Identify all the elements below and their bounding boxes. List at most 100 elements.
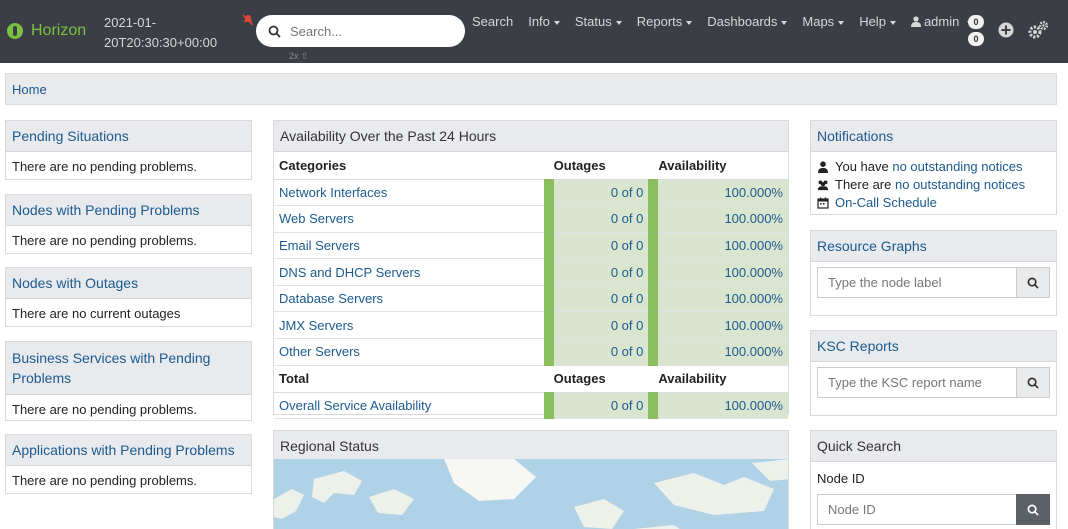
- gears-icon[interactable]: [1027, 20, 1049, 40]
- global-search-box[interactable]: [256, 15, 465, 47]
- header-availability: Availability: [653, 365, 788, 393]
- applications-card: Applications with Pending Problems There…: [5, 434, 252, 494]
- notifications-title[interactable]: Notifications: [811, 121, 1056, 152]
- category-link[interactable]: Network Interfaces: [279, 184, 388, 200]
- regional-map[interactable]: [274, 459, 788, 529]
- table-row: Email Servers 0 of 0 100.000%: [274, 232, 788, 260]
- menu-dashboards[interactable]: Dashboards: [707, 14, 787, 29]
- resource-graphs-title[interactable]: Resource Graphs: [811, 231, 1056, 262]
- ksc-report-input[interactable]: [817, 367, 1017, 398]
- users-icon: [817, 180, 829, 191]
- quick-search-title: Quick Search: [811, 431, 1056, 462]
- outages-cell[interactable]: 0 of 0: [543, 285, 654, 313]
- category-link[interactable]: Web Servers: [279, 211, 354, 227]
- breadcrumb-home[interactable]: Home: [12, 82, 47, 97]
- ksc-reports-search: [817, 367, 1050, 398]
- header-outages: Outages: [548, 152, 654, 180]
- nodes-pending-card: Nodes with Pending Problems There are no…: [5, 194, 252, 254]
- resource-graphs-search: [817, 267, 1050, 298]
- all-notices-link[interactable]: no outstanding notices: [894, 177, 1026, 192]
- outages-cell[interactable]: 0 of 0: [543, 232, 654, 260]
- outages-cell[interactable]: 0 of 0: [543, 258, 654, 286]
- card-text: There are no pending problems.: [12, 233, 198, 248]
- menu-search[interactable]: Search: [472, 14, 514, 29]
- card-title[interactable]: Nodes with Pending Problems: [6, 195, 251, 226]
- business-services-card: Business Services with Pending Problems …: [5, 341, 252, 421]
- availability-cell[interactable]: 100.000%: [648, 258, 788, 286]
- outages-cell[interactable]: 0 of 0: [543, 392, 654, 420]
- availability-table: Categories Outages Availability Network …: [274, 152, 788, 420]
- horizon-logo-icon: [7, 23, 23, 39]
- header-outages: Outages: [548, 365, 654, 393]
- search-icon: [1027, 504, 1039, 516]
- regional-status-card: Regional Status: [273, 430, 789, 529]
- user-notices-link[interactable]: no outstanding notices: [892, 159, 1023, 174]
- global-search-input[interactable]: [290, 23, 450, 39]
- node-id-search-button[interactable]: [1016, 494, 1050, 525]
- badge-alarms[interactable]: 0: [968, 15, 984, 29]
- availability-cell[interactable]: 100.000%: [648, 338, 788, 366]
- availability-cell[interactable]: 100.000%: [648, 205, 788, 233]
- plus-circle-icon[interactable]: [998, 22, 1014, 38]
- menu-maps[interactable]: Maps: [802, 14, 844, 29]
- menu-status[interactable]: Status: [575, 14, 622, 29]
- outages-cell[interactable]: 0 of 0: [543, 205, 654, 233]
- notifications-card: Notifications You have no outstanding no…: [810, 120, 1057, 215]
- table-row: Database Servers 0 of 0 100.000%: [274, 285, 788, 313]
- category-link[interactable]: Other Servers: [279, 344, 360, 360]
- alarm-off-icon[interactable]: [242, 14, 254, 26]
- search-shortcut-hint: 2x ⇧: [289, 51, 309, 61]
- oncall-schedule-link[interactable]: On-Call Schedule: [835, 195, 937, 210]
- main-menu: Search Info Status Reports Dashboards Ma…: [472, 14, 988, 29]
- table-row: JMX Servers 0 of 0 100.000%: [274, 311, 788, 340]
- category-link[interactable]: DNS and DHCP Servers: [279, 264, 421, 280]
- availability-cell[interactable]: 100.000%: [648, 311, 788, 340]
- availability-cell[interactable]: 100.000%: [648, 285, 788, 313]
- notification-badges: 0 0: [968, 15, 984, 46]
- node-label-input[interactable]: [817, 267, 1017, 298]
- pending-situations-card: Pending Situations There are no pending …: [5, 120, 252, 180]
- header-total: Total: [274, 365, 549, 393]
- card-title[interactable]: Business Services with Pending Problems: [6, 342, 251, 395]
- availability-cell[interactable]: 100.000%: [648, 232, 788, 260]
- node-id-input[interactable]: [817, 494, 1017, 525]
- category-link[interactable]: Email Servers: [279, 237, 360, 253]
- overall-availability-link[interactable]: Overall Service Availability: [279, 397, 432, 413]
- notif-all-line: There are no outstanding notices: [817, 176, 1050, 194]
- brand-link[interactable]: Horizon: [7, 22, 86, 40]
- category-link[interactable]: Database Servers: [279, 291, 384, 307]
- table-row: Network Interfaces 0 of 0 100.000%: [274, 179, 788, 207]
- availability-cell[interactable]: 100.000%: [648, 392, 788, 420]
- user-icon: [818, 161, 828, 173]
- ksc-reports-title[interactable]: KSC Reports: [811, 331, 1056, 362]
- outages-cell[interactable]: 0 of 0: [543, 311, 654, 340]
- category-link[interactable]: JMX Servers: [279, 317, 354, 333]
- card-title[interactable]: Nodes with Outages: [6, 268, 251, 299]
- ksc-reports-card: KSC Reports: [810, 330, 1057, 416]
- ksc-reports-search-button[interactable]: [1016, 367, 1050, 398]
- card-title[interactable]: Pending Situations: [6, 121, 251, 152]
- card-text: There are no pending problems.: [12, 159, 198, 174]
- brand-name: Horizon: [31, 22, 87, 39]
- total-header-row: Total Outages Availability: [274, 365, 788, 393]
- search-icon: [268, 25, 281, 38]
- outages-cell[interactable]: 0 of 0: [543, 179, 654, 207]
- calendar-icon: [817, 197, 829, 209]
- availability-cell[interactable]: 100.000%: [648, 179, 788, 207]
- user-icon: [910, 16, 921, 27]
- menu-info[interactable]: Info: [528, 14, 560, 29]
- card-text: There are no pending problems.: [12, 402, 198, 417]
- card-text: There are no current outages: [12, 306, 181, 321]
- top-navbar: Horizon 2021-01-20T20:30:30+00:00 2x ⇧ S…: [0, 0, 1068, 63]
- card-title[interactable]: Applications with Pending Problems: [6, 435, 251, 466]
- header-categories: Categories: [274, 152, 549, 180]
- outages-cell[interactable]: 0 of 0: [543, 338, 654, 366]
- menu-help[interactable]: Help: [859, 14, 896, 29]
- menu-reports[interactable]: Reports: [637, 14, 693, 29]
- resource-graphs-search-button[interactable]: [1016, 267, 1050, 298]
- menu-user[interactable]: admin: [910, 14, 973, 29]
- total-row: Overall Service Availability 0 of 0 100.…: [274, 392, 788, 420]
- badge-notices[interactable]: 0: [968, 32, 984, 46]
- notifications-body: You have no outstanding notices There ar…: [811, 152, 1056, 218]
- world-map-graphic: [274, 459, 788, 529]
